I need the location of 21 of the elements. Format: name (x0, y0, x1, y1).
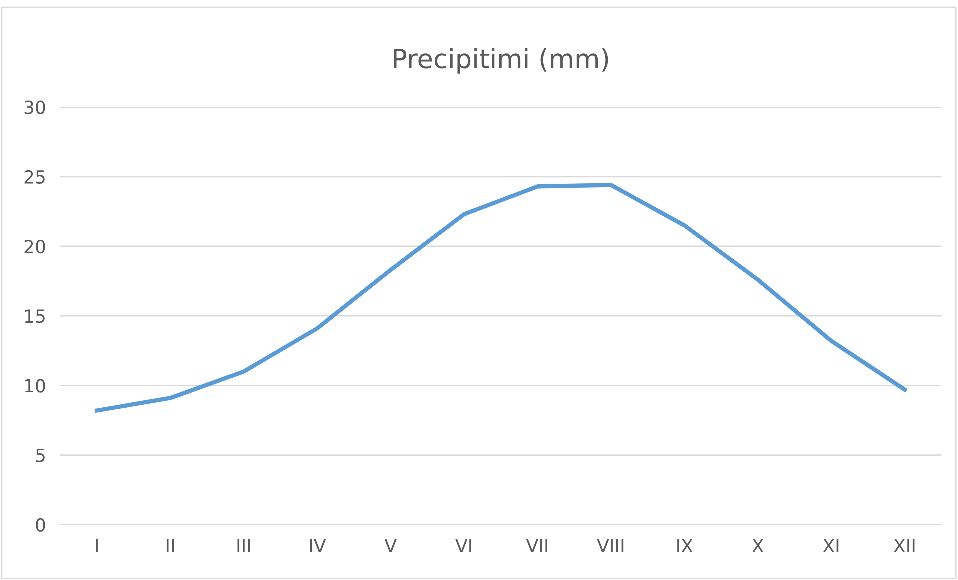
line-series (94, 183, 908, 413)
x-tick-label: XI (823, 539, 839, 553)
y-tick-label: 30 (24, 100, 46, 114)
y-tick-label: 10 (25, 379, 46, 393)
x-tick-label: III (238, 539, 250, 553)
x-tick-label: IV (310, 539, 326, 553)
y-tick-label: 5 (36, 448, 45, 462)
x-tick-label: X (752, 539, 764, 553)
x-tick-label: XII (894, 539, 915, 553)
y-tick-label: 25 (24, 170, 45, 184)
x-tick-label: VIII (597, 539, 624, 553)
x-tick-label: I (96, 539, 98, 553)
y-tick-label: 15 (25, 310, 45, 324)
x-tick-label: V (384, 539, 397, 553)
y-tick-label: 20 (24, 240, 46, 254)
x-tick-label: VII (526, 539, 548, 553)
chart-title: Precipitimi (mm) (394, 48, 608, 74)
x-tick-label: IX (678, 539, 693, 553)
x-tick-label: VI (456, 539, 472, 553)
x-tick-label: II (166, 539, 174, 553)
y-tick-label: 0 (36, 518, 46, 532)
